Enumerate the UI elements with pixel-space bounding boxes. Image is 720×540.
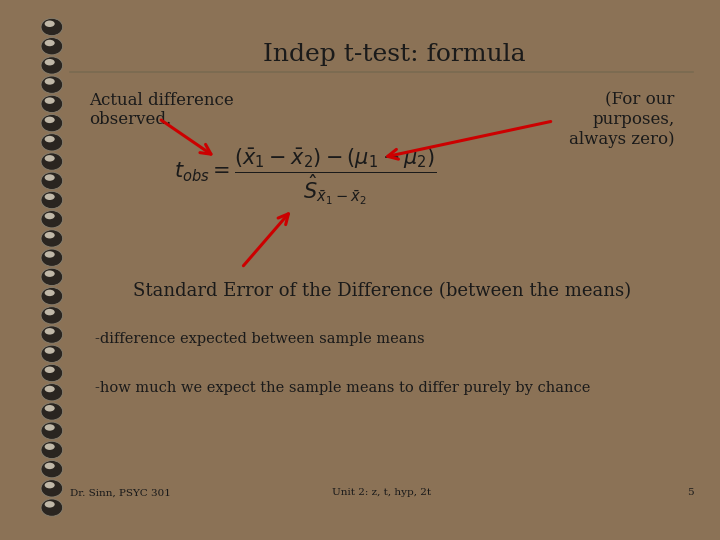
Ellipse shape — [45, 21, 55, 27]
Ellipse shape — [41, 480, 63, 497]
Ellipse shape — [41, 76, 63, 93]
Ellipse shape — [41, 461, 63, 478]
Ellipse shape — [41, 441, 63, 458]
Ellipse shape — [45, 443, 55, 450]
Ellipse shape — [45, 155, 55, 161]
Text: Standard Error of the Difference (between the means): Standard Error of the Difference (betwee… — [132, 282, 631, 301]
Ellipse shape — [41, 95, 63, 112]
Text: $t_{obs} = \dfrac{(\bar{x}_1 - \bar{x}_2) - (\mu_1 - \mu_2)}{\hat{S}_{\bar{x}_1 : $t_{obs} = \dfrac{(\bar{x}_1 - \bar{x}_2… — [174, 147, 437, 207]
Ellipse shape — [41, 153, 63, 170]
Ellipse shape — [45, 136, 55, 143]
Ellipse shape — [41, 287, 63, 305]
Ellipse shape — [45, 289, 55, 296]
Ellipse shape — [45, 463, 55, 469]
Ellipse shape — [41, 172, 63, 190]
Ellipse shape — [45, 174, 55, 181]
Text: -how much we expect the sample means to differ purely by chance: -how much we expect the sample means to … — [95, 381, 590, 395]
Ellipse shape — [41, 383, 63, 401]
Text: Actual difference
observed.: Actual difference observed. — [89, 92, 233, 128]
Ellipse shape — [41, 134, 63, 151]
Ellipse shape — [45, 386, 55, 392]
Ellipse shape — [45, 78, 55, 85]
Ellipse shape — [45, 271, 55, 277]
Ellipse shape — [45, 405, 55, 411]
Ellipse shape — [45, 213, 55, 219]
Ellipse shape — [45, 40, 55, 46]
Ellipse shape — [41, 364, 63, 382]
Ellipse shape — [45, 309, 55, 315]
Ellipse shape — [45, 232, 55, 239]
Ellipse shape — [41, 345, 63, 362]
Ellipse shape — [41, 230, 63, 247]
Ellipse shape — [41, 18, 63, 36]
Ellipse shape — [45, 251, 55, 258]
Ellipse shape — [41, 326, 63, 343]
Text: (For our
purposes,
always zero): (For our purposes, always zero) — [569, 92, 675, 148]
Ellipse shape — [41, 268, 63, 286]
Ellipse shape — [45, 424, 55, 431]
Ellipse shape — [45, 117, 55, 123]
Ellipse shape — [45, 367, 55, 373]
Ellipse shape — [41, 403, 63, 420]
Text: -difference expected between sample means: -difference expected between sample mean… — [95, 332, 425, 346]
Ellipse shape — [45, 193, 55, 200]
Text: Indep t-test: formula: Indep t-test: formula — [263, 43, 526, 65]
Ellipse shape — [41, 249, 63, 266]
Ellipse shape — [41, 422, 63, 440]
Ellipse shape — [45, 97, 55, 104]
Ellipse shape — [41, 307, 63, 324]
Ellipse shape — [41, 38, 63, 55]
Ellipse shape — [41, 499, 63, 516]
Ellipse shape — [45, 328, 55, 335]
Ellipse shape — [45, 59, 55, 65]
Ellipse shape — [41, 191, 63, 208]
Text: Dr. Sinn, PSYC 301: Dr. Sinn, PSYC 301 — [70, 488, 171, 497]
Ellipse shape — [41, 211, 63, 228]
Ellipse shape — [41, 114, 63, 132]
Text: 5: 5 — [687, 488, 693, 497]
Ellipse shape — [45, 482, 55, 488]
Ellipse shape — [41, 57, 63, 74]
Ellipse shape — [45, 347, 55, 354]
Text: Unit 2: z, t, hyp, 2t: Unit 2: z, t, hyp, 2t — [332, 488, 431, 497]
Ellipse shape — [45, 501, 55, 508]
